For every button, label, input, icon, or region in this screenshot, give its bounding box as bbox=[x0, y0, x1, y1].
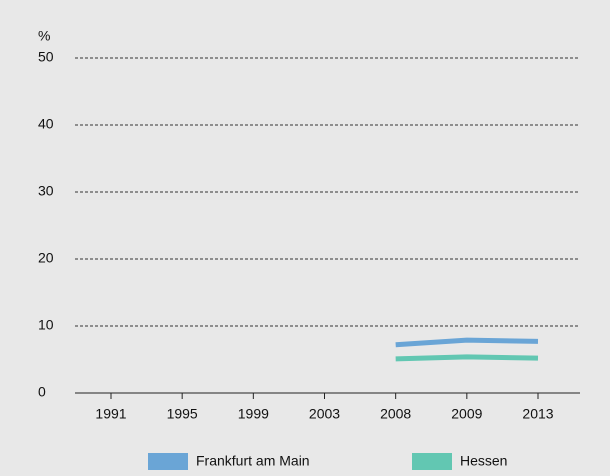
y-tick-label: 50 bbox=[38, 49, 54, 65]
legend-label: Frankfurt am Main bbox=[196, 453, 310, 469]
y-tick-label: 40 bbox=[38, 116, 54, 132]
y-axis-label: % bbox=[38, 28, 50, 44]
series-line bbox=[395, 354, 539, 362]
x-tick-label: 1995 bbox=[167, 406, 198, 422]
y-tick-label: 0 bbox=[38, 384, 46, 400]
y-tick-label: 30 bbox=[38, 183, 54, 199]
legend-swatch bbox=[148, 453, 188, 470]
x-tick-label: 1999 bbox=[238, 406, 269, 422]
x-tick-label: 2013 bbox=[522, 406, 553, 422]
y-tick-label: 10 bbox=[38, 317, 54, 333]
x-tick-label: 2009 bbox=[451, 406, 482, 422]
series-line bbox=[395, 337, 539, 348]
legend-swatch bbox=[412, 453, 452, 470]
x-tick-label: 2008 bbox=[380, 406, 411, 422]
x-tick-label: 2003 bbox=[309, 406, 340, 422]
x-tick-label: 1991 bbox=[95, 406, 126, 422]
y-tick-label: 20 bbox=[38, 250, 54, 266]
legend-label: Hessen bbox=[460, 453, 507, 469]
